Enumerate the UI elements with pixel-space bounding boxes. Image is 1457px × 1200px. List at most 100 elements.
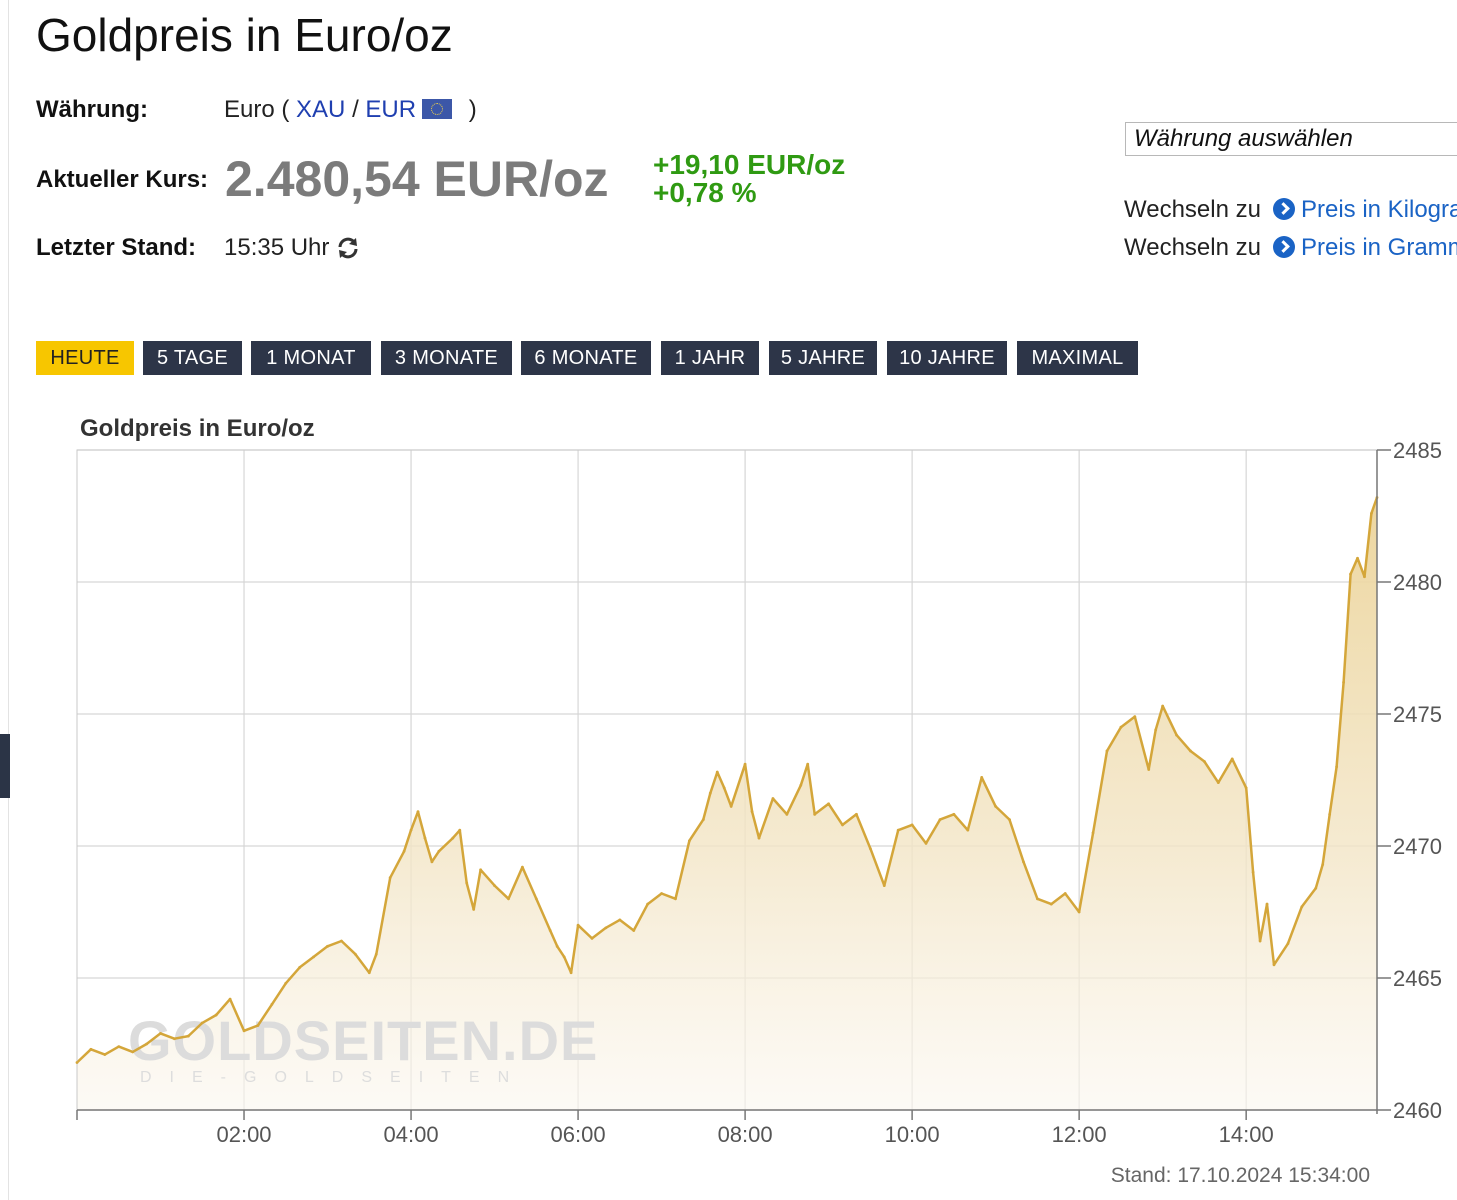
page-title: Goldpreis in Euro/oz <box>36 9 453 61</box>
price-point <box>771 797 775 800</box>
price-point <box>1133 715 1137 719</box>
price-point <box>729 805 733 808</box>
price-point <box>1328 812 1332 816</box>
price-point <box>1008 818 1011 821</box>
price-point <box>1258 939 1262 943</box>
price-point <box>548 929 552 932</box>
price-point <box>451 836 455 840</box>
price-point <box>1175 733 1178 737</box>
price-area <box>77 497 1377 1110</box>
refresh-icon[interactable] <box>336 236 360 260</box>
price-point <box>458 828 462 832</box>
price-point <box>284 981 288 985</box>
tab-heute[interactable]: HEUTE <box>36 341 134 375</box>
currency-label: Währung: <box>36 96 148 123</box>
price-point <box>896 828 900 832</box>
price-point <box>214 1013 218 1017</box>
price-point <box>430 860 434 864</box>
side-panel-handle[interactable] <box>0 734 10 798</box>
price-point <box>1286 942 1290 946</box>
price-point <box>604 926 608 930</box>
price-point <box>493 884 496 887</box>
price-point <box>416 810 420 814</box>
price-point <box>1216 781 1220 785</box>
x-tick-label: 12:00 <box>1052 1122 1107 1147</box>
price-point <box>1119 725 1123 729</box>
price-point <box>701 818 705 821</box>
price-point <box>924 841 928 845</box>
price-point <box>952 812 956 816</box>
chart-stand-label: Stand: 17.10.2024 15:34:00 <box>1111 1164 1370 1187</box>
price-point <box>117 1045 121 1049</box>
price-point <box>827 802 831 806</box>
rate-label: Aktueller Kurs: <box>36 166 209 193</box>
tab-6-monate[interactable]: 6 MONATE <box>521 341 651 375</box>
watermark-main: GOLDSEITEN.DE <box>128 1009 598 1072</box>
price-point <box>423 836 427 840</box>
price-point <box>173 1037 176 1041</box>
tab-10-jahre[interactable]: 10 JAHRE <box>887 341 1007 375</box>
price-point <box>722 786 726 790</box>
currency-value: Euro ( XAU / EUR ) <box>224 96 477 124</box>
price-point <box>966 828 970 832</box>
gold-price-chart: Goldpreis in Euro/oz GOLDSEITEN.DE DIE-G… <box>75 415 1442 1187</box>
chevron-right-circle-icon <box>1272 198 1295 220</box>
price-point <box>242 1029 246 1033</box>
tab-5-tage[interactable]: 5 TAGE <box>143 341 242 375</box>
price-point <box>1230 757 1234 761</box>
page-left-rule <box>8 0 9 1200</box>
tab-1-jahr[interactable]: 1 JAHR <box>661 341 759 375</box>
price-point <box>186 1034 190 1038</box>
price-point <box>910 823 914 827</box>
chart-title: Goldpreis in Euro/oz <box>80 415 315 442</box>
tab-1-monat[interactable]: 1 MONAT <box>251 341 371 375</box>
price-point <box>437 849 441 853</box>
price-point <box>326 944 329 948</box>
xau-link[interactable]: XAU <box>296 96 346 123</box>
price-point <box>785 812 789 816</box>
price-point <box>1342 680 1345 684</box>
price-point <box>1203 760 1206 763</box>
price-point <box>618 918 622 922</box>
tab-5-jahre[interactable]: 5 JAHRE <box>769 341 877 375</box>
tab-3-monate[interactable]: 3 MONATE <box>381 341 512 375</box>
price-point <box>882 884 886 887</box>
price-point <box>757 836 761 840</box>
watermark-sub: DIE-GOLDSEITEN <box>140 1069 527 1086</box>
price-point <box>688 839 691 843</box>
price-point <box>1049 902 1053 906</box>
price-point <box>708 791 712 795</box>
price-point <box>1335 765 1339 769</box>
price-point <box>270 1003 274 1006</box>
price-point <box>569 971 573 975</box>
tab-maximal[interactable]: MAXIMAL <box>1017 341 1138 375</box>
eur-link[interactable]: EUR <box>365 96 417 123</box>
price-point <box>402 849 406 853</box>
kilogram-price-link[interactable]: Preis in Kilogramm <box>1300 196 1457 223</box>
price-point <box>200 1021 204 1025</box>
price-point <box>1300 905 1304 909</box>
price-point <box>374 952 378 956</box>
price-point <box>980 775 984 779</box>
gram-price-link[interactable]: Preis in Gramm <box>1300 234 1457 261</box>
price-point <box>1251 871 1255 874</box>
price-point <box>520 865 524 869</box>
price-point <box>750 810 754 814</box>
updated-value: 15:35 Uhr <box>224 234 330 261</box>
price-point <box>312 955 316 959</box>
price-point <box>841 823 844 827</box>
currency-select[interactable]: Währung auswählen <box>1125 122 1457 156</box>
price-point <box>472 907 476 911</box>
price-point <box>632 929 636 932</box>
x-axis: 02:00 04:00 06:00 08:00 10:00 12:00 14:00 <box>76 1109 1377 1147</box>
price-point <box>715 770 719 774</box>
price-point <box>388 876 392 880</box>
x-tick-label: 02:00 <box>216 1122 271 1147</box>
price-point <box>1022 860 1025 864</box>
x-tick-label: 04:00 <box>384 1122 439 1147</box>
change-absolute: +19,10 EUR/oz <box>653 149 846 180</box>
x-tick-label: 06:00 <box>551 1122 606 1147</box>
price-point <box>1161 704 1165 708</box>
price-point <box>228 997 232 1001</box>
chevron-right-circle-icon <box>1272 236 1295 258</box>
